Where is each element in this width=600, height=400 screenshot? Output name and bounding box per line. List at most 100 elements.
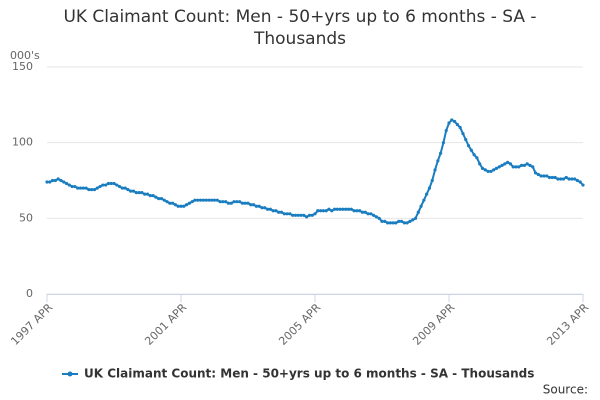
data-point	[212, 198, 217, 202]
data-point	[137, 191, 141, 195]
data-point	[240, 201, 245, 205]
data-point	[366, 212, 370, 216]
data-point	[397, 219, 401, 223]
source: Source:	[543, 383, 588, 397]
data-point	[349, 207, 353, 211]
data-point	[480, 166, 485, 170]
data-point	[573, 177, 577, 181]
data-point	[346, 207, 351, 211]
data-point	[224, 200, 228, 204]
data-point	[405, 221, 409, 225]
data-point	[472, 153, 476, 157]
data-point	[265, 207, 270, 211]
data-point	[447, 121, 451, 125]
data-point	[383, 219, 387, 223]
data-point	[201, 198, 205, 202]
data-point	[553, 175, 557, 180]
y-tick-label: 100	[12, 136, 33, 149]
data-point	[441, 141, 446, 145]
data-point	[154, 195, 158, 199]
data-point	[56, 177, 60, 181]
data-point	[508, 162, 513, 166]
x-tick-label: 2009 APR	[410, 301, 457, 348]
data-point	[162, 198, 166, 202]
data-point	[352, 209, 356, 213]
data-point	[307, 213, 312, 217]
data-point	[90, 187, 94, 192]
data-point	[341, 207, 345, 211]
data-point	[542, 174, 546, 178]
data-point	[251, 203, 256, 207]
data-point	[50, 178, 55, 183]
data-point	[416, 210, 420, 214]
data-point	[411, 218, 415, 222]
data-point	[500, 163, 504, 167]
data-point	[221, 200, 225, 204]
data-point	[92, 187, 97, 192]
data-point	[171, 201, 175, 205]
data-point	[123, 186, 127, 190]
data-point	[581, 183, 585, 187]
data-point	[238, 200, 242, 204]
data-point	[547, 175, 552, 180]
data-point	[254, 204, 258, 208]
data-point	[578, 180, 582, 184]
data-point	[232, 200, 236, 204]
data-point	[117, 184, 122, 189]
data-point	[45, 180, 49, 184]
data-point	[483, 168, 487, 172]
data-point	[53, 178, 57, 183]
data-point	[148, 194, 152, 198]
data-point	[182, 204, 186, 208]
data-point	[173, 203, 178, 207]
data-point	[291, 213, 295, 217]
data-point	[76, 186, 80, 190]
data-point	[98, 184, 102, 189]
data-point	[207, 198, 211, 202]
data-point	[59, 178, 63, 183]
data-point	[64, 181, 69, 186]
data-point	[528, 163, 532, 167]
y-tick-label: 50	[19, 211, 33, 224]
data-point	[338, 207, 342, 211]
data-point	[67, 183, 71, 187]
data-point	[425, 192, 429, 196]
data-point	[62, 180, 66, 184]
data-point	[229, 201, 233, 205]
data-point	[299, 213, 303, 217]
data-point	[196, 198, 200, 202]
data-point	[358, 209, 362, 213]
x-tick-label: 2005 APR	[276, 301, 323, 348]
data-point	[198, 198, 203, 202]
x-tick-label: 1997 APR	[8, 301, 55, 348]
data-point	[464, 138, 468, 142]
data-point	[486, 169, 490, 174]
data-point	[531, 165, 535, 169]
data-point	[293, 213, 298, 217]
data-point	[478, 162, 482, 166]
data-point	[433, 168, 437, 172]
data-point	[394, 221, 398, 225]
y-tick-label: 150	[12, 60, 33, 73]
data-point	[427, 186, 432, 190]
data-point	[210, 198, 214, 202]
data-point	[168, 201, 172, 205]
data-point	[112, 181, 116, 186]
data-point	[360, 210, 365, 214]
data-point	[539, 174, 543, 178]
data-point	[134, 191, 138, 195]
data-point	[70, 184, 74, 189]
data-point	[492, 168, 496, 172]
data-point	[302, 213, 306, 217]
data-point	[575, 178, 580, 183]
data-point	[399, 219, 404, 223]
data-point	[561, 177, 566, 181]
data-point	[131, 189, 136, 193]
data-point	[249, 203, 253, 207]
data-point	[461, 131, 465, 136]
y-axis-title: 000's	[10, 49, 40, 62]
data-point	[344, 207, 348, 211]
data-point	[120, 186, 124, 190]
data-point	[413, 216, 418, 220]
